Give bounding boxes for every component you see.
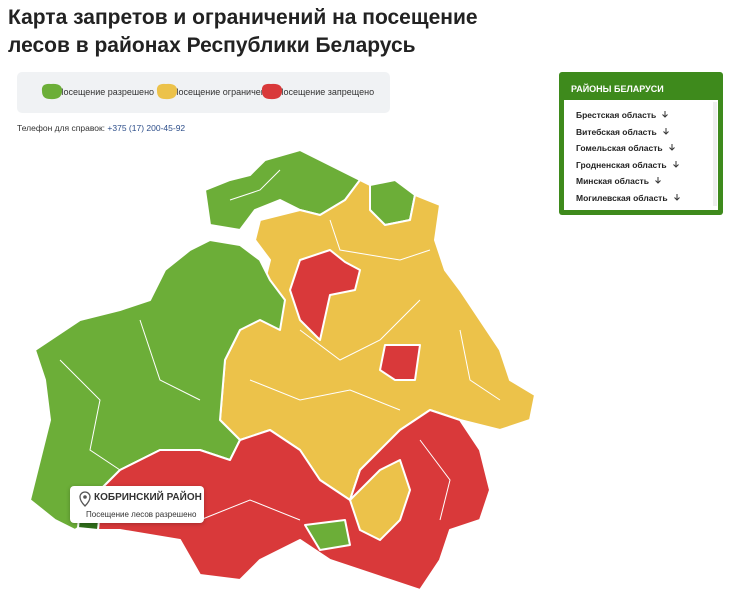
district-panel: РАЙОНЫ БЕЛАРУСИ Брестская область Витебск… (559, 72, 723, 215)
region[interactable] (289, 249, 361, 341)
district-item[interactable]: Могилевская область (576, 193, 682, 203)
tooltip-title: КОБРИНСКИЙ РАЙОН (94, 492, 202, 503)
legend-icon (261, 83, 283, 100)
panel-title: РАЙОНЫ БЕЛАРУСИ (571, 84, 664, 94)
scrollbar[interactable] (713, 102, 717, 206)
region[interactable] (194, 261, 256, 281)
district-label: Витебская область (576, 126, 657, 137)
legend-label: Посещение разрешено (57, 87, 155, 97)
region[interactable] (349, 459, 411, 541)
legend-item: Посещение разрешено (41, 83, 155, 100)
district-item[interactable]: Минская область (576, 176, 663, 186)
district-label: Брестская область (576, 110, 657, 120)
region[interactable] (369, 179, 416, 226)
region[interactable] (204, 149, 361, 231)
tooltip-text: Посещение лесов разрешено (86, 510, 197, 519)
expand-icon[interactable] (667, 143, 677, 152)
region[interactable] (304, 519, 351, 551)
region[interactable] (219, 179, 536, 501)
legend-item: Посещение запрещено (261, 83, 375, 100)
legend-item: Посещение ограничено (156, 83, 271, 100)
legend-icon (41, 83, 63, 100)
legend-label: Посещение ограничено (172, 87, 271, 97)
district-item[interactable]: Гомельская область (576, 143, 677, 153)
phone-number[interactable]: +375 (17) 200-45-92 (107, 123, 186, 133)
legend: Посещение разрешено Посещение ограничено… (17, 72, 390, 113)
legend-icon (156, 83, 178, 100)
pin-icon (79, 491, 91, 507)
district-list: Брестская область Витебская область Гомель… (564, 100, 718, 210)
expand-icon[interactable] (661, 127, 671, 136)
legend-label: Посещение запрещено (277, 87, 375, 97)
district-borders (59, 169, 501, 521)
page-title: Карта запретов и ограничений на посещени… (8, 6, 478, 57)
expand-icon[interactable] (671, 160, 681, 169)
tooltip: КОБРИНСКИЙ РАЙОН Посещение лесов разреше… (70, 486, 204, 523)
district-item[interactable]: Витебская область (576, 127, 671, 137)
expand-icon[interactable] (660, 110, 670, 119)
district-label: Гродненская область (576, 159, 667, 170)
region[interactable] (379, 344, 421, 381)
district-item[interactable]: Гродненская область (576, 160, 681, 170)
district-label: Гомельская область (576, 143, 663, 154)
district-label: Минская область (576, 176, 649, 187)
expand-icon[interactable] (653, 176, 663, 185)
district-label: Могилевская область (576, 193, 668, 203)
phone-label: Телефон для справок: (17, 123, 106, 133)
expand-icon[interactable] (672, 193, 682, 202)
phone: Телефон для справок: +375 (17) 200-45-92 (17, 123, 185, 133)
district-item[interactable]: Брестская область (576, 110, 670, 120)
